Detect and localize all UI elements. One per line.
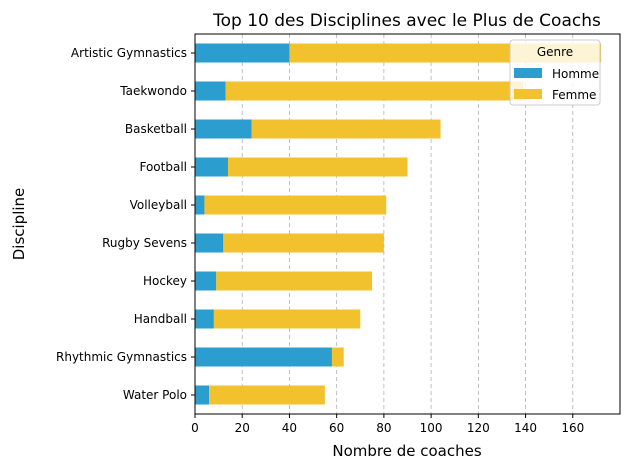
x-tick-label: 60	[329, 421, 344, 435]
bar-homme	[195, 195, 205, 215]
y-tick-label: Handball	[134, 312, 187, 326]
legend-swatch-femme	[514, 89, 542, 99]
bar-homme	[195, 271, 217, 291]
x-tick-label: 80	[376, 421, 391, 435]
x-tick-label: 160	[561, 421, 584, 435]
x-tick-label: 120	[467, 421, 490, 435]
bar-homme	[195, 119, 252, 139]
x-tick-label: 140	[514, 421, 537, 435]
legend-swatch-homme	[514, 68, 542, 78]
y-tick-label: Hockey	[143, 274, 187, 288]
y-tick-label: Football	[139, 160, 187, 174]
x-tick-label: 20	[235, 421, 250, 435]
bars	[195, 43, 602, 405]
x-tick-labels: 0 20 40 60 80 100 120 140 160	[191, 414, 584, 435]
bar-femme	[223, 233, 384, 253]
bar-femme	[331, 347, 344, 367]
plot-frame	[194, 33, 621, 415]
x-tick-label: 40	[282, 421, 297, 435]
bar-femme	[251, 119, 441, 139]
bar-homme	[195, 233, 224, 253]
chart-title: Top 10 des Disciplines avec le Plus de C…	[212, 11, 601, 31]
bar-homme	[195, 43, 290, 63]
bar-femme	[225, 81, 524, 101]
bar-femme	[209, 385, 325, 405]
bar-homme	[195, 347, 332, 367]
y-axis-label: Discipline	[10, 188, 28, 261]
legend-label-femme: Femme	[552, 88, 596, 102]
bar-femme	[204, 195, 387, 215]
y-tick-label: Basketball	[125, 122, 187, 136]
y-tick-labels: Artistic Gymnastics Taekwondo Basketball Fo…	[56, 46, 195, 402]
bar-homme	[195, 385, 210, 405]
y-tick-label: Rhythmic Gymnastics	[56, 350, 187, 364]
legend-title: Genre	[537, 45, 573, 59]
y-tick-label: Water Polo	[123, 388, 187, 402]
bar-femme	[228, 157, 408, 177]
legend-box	[509, 39, 601, 106]
bar-homme	[195, 81, 226, 101]
bar-femme	[216, 271, 373, 291]
y-tick-label: Volleyball	[130, 198, 187, 212]
x-axis-label: Nombre de coaches	[332, 442, 481, 460]
legend: Genre Homme Femme	[509, 39, 601, 106]
bar-homme	[195, 309, 214, 329]
y-tick-label: Rugby Sevens	[102, 236, 187, 250]
legend-label-homme: Homme	[552, 67, 599, 81]
y-tick-label: Artistic Gymnastics	[71, 46, 187, 60]
x-tick-label: 100	[420, 421, 443, 435]
bar-homme	[195, 157, 229, 177]
bar-femme	[213, 309, 361, 329]
x-tick-label: 0	[191, 421, 199, 435]
y-tick-label: Taekwondo	[119, 84, 187, 98]
